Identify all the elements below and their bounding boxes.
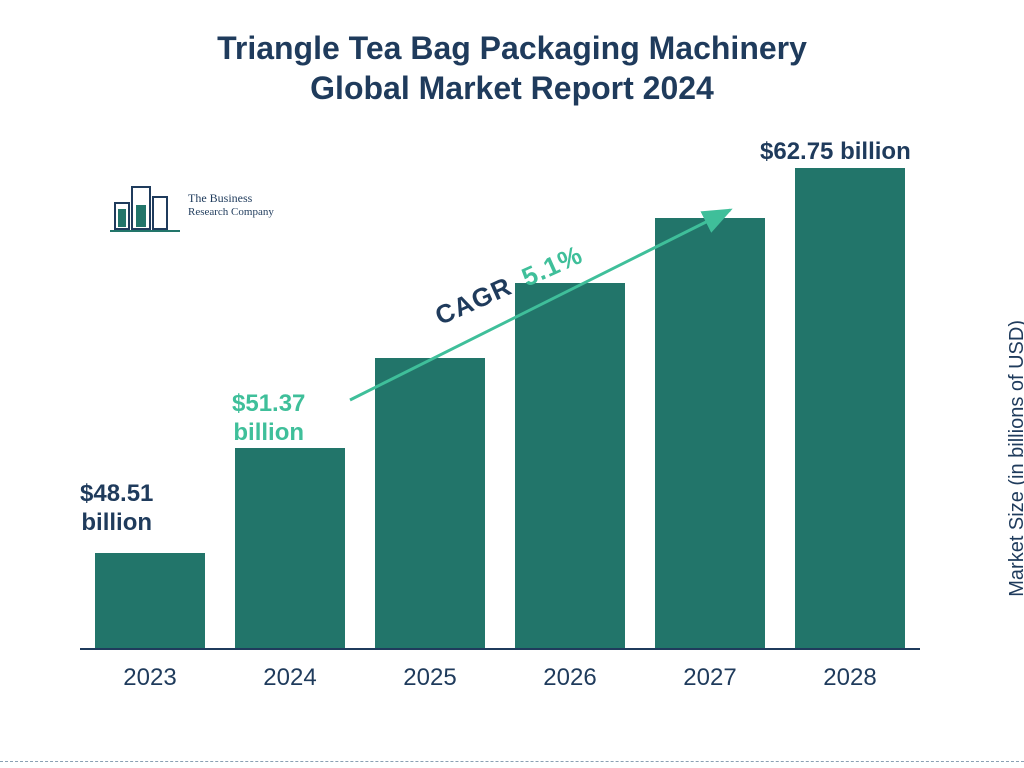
chart-title: Triangle Tea Bag Packaging Machinery Glo… <box>0 0 1024 108</box>
bar-rect <box>95 553 205 648</box>
x-label: 2024 <box>230 664 350 692</box>
value-label-2028: $62.75 billion <box>760 138 911 167</box>
bar-2024 <box>230 448 350 648</box>
value-label-2023: $48.51 billion <box>80 480 153 538</box>
value-line1: $51.37 <box>232 390 305 417</box>
value-label-2024: $51.37 billion <box>232 390 305 448</box>
x-axis-labels: 2023 2024 2025 2026 2027 2028 <box>80 664 920 692</box>
x-label: 2023 <box>90 664 210 692</box>
x-label: 2027 <box>650 664 770 692</box>
bar-rect <box>515 283 625 648</box>
chart-region: 2023 2024 2025 2026 2027 2028 <box>80 160 920 700</box>
value-line2: billion <box>233 419 304 446</box>
x-label: 2028 <box>790 664 910 692</box>
bar-2026 <box>510 283 630 648</box>
value-line1: $62.75 billion <box>760 138 911 165</box>
bars-container <box>80 160 920 650</box>
bar-2023 <box>90 553 210 648</box>
bar-rect <box>235 448 345 648</box>
title-line2: Global Market Report 2024 <box>310 70 714 106</box>
x-label: 2025 <box>370 664 490 692</box>
bar-2025 <box>370 358 490 648</box>
bar-rect <box>655 218 765 648</box>
bar-rect <box>795 168 905 648</box>
bar-rect <box>375 358 485 648</box>
y-axis-label: Market Size (in billions of USD) <box>1006 320 1024 597</box>
x-label: 2026 <box>510 664 630 692</box>
value-line2: billion <box>81 509 152 536</box>
value-line1: $48.51 <box>80 480 153 507</box>
bar-2028 <box>790 168 910 648</box>
title-line1: Triangle Tea Bag Packaging Machinery <box>217 30 807 66</box>
footer-divider <box>0 761 1024 762</box>
bar-2027 <box>650 218 770 648</box>
